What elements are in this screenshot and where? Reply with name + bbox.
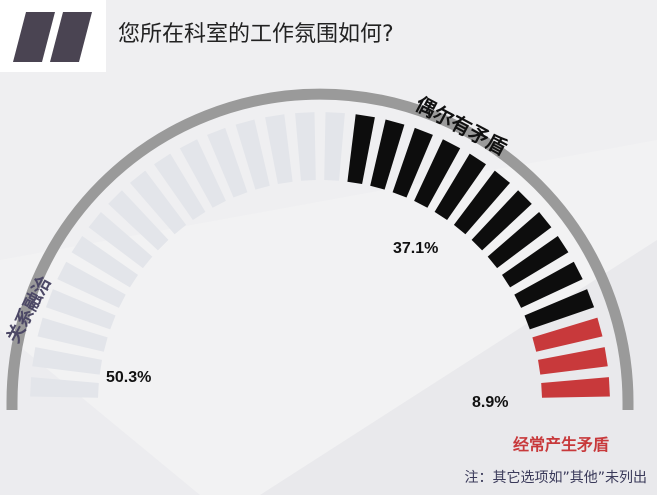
gauge-tick-偶尔有矛盾 (524, 289, 595, 330)
gauge-tick-偶尔有矛盾 (514, 261, 583, 308)
gauge-tick-偶尔有矛盾 (453, 170, 510, 235)
value-label-harmonious: 50.3% (106, 369, 152, 386)
gauge-tick-偶尔有矛盾 (414, 139, 461, 208)
gauge-tick-关系融洽 (37, 317, 108, 352)
gauge-tick-关系融洽 (179, 139, 226, 208)
gauge-tick-偶尔有矛盾 (434, 153, 486, 220)
gauge-tick-偶尔有矛盾 (487, 212, 552, 269)
gauge-tick-偶尔有矛盾 (471, 190, 532, 251)
gauge-tick-关系融洽 (295, 112, 316, 181)
gauge-tick-关系融洽 (235, 119, 270, 190)
gauge-ticks (30, 112, 610, 398)
gauge-tick-偶尔有矛盾 (502, 236, 569, 288)
value-label-occasional-conflict: 37.1% (393, 240, 439, 257)
gauge-tick-关系融洽 (45, 289, 116, 330)
page-title: 您所在科室的工作氛围如何? (118, 22, 394, 47)
gauge-tick-关系融洽 (265, 114, 293, 184)
gauge-tick-关系融洽 (30, 377, 99, 398)
gauge-tick-关系融洽 (154, 153, 206, 220)
quote-marks-logo (13, 12, 92, 62)
value-label-frequent-conflict: 8.9% (472, 394, 509, 411)
gauge-tick-经常产生矛盾 (538, 347, 608, 375)
footnote: 注：其它选项如”其他”未列出 (464, 470, 647, 486)
gauge-tick-经常产生矛盾 (541, 377, 610, 398)
gauge-tick-关系融洽 (57, 261, 126, 308)
gauge-tick-关系融洽 (130, 170, 187, 235)
gauge-tick-偶尔有矛盾 (392, 127, 433, 198)
gauge-tick-关系融洽 (108, 190, 169, 251)
gauge-tick-关系融洽 (324, 112, 345, 181)
gauge-tick-关系融洽 (71, 236, 138, 288)
gauge-tick-偶尔有矛盾 (370, 119, 405, 190)
gauge-tick-偶尔有矛盾 (347, 114, 375, 184)
gauge-tick-关系融洽 (88, 212, 153, 269)
gauge-tick-经常产生矛盾 (532, 317, 603, 352)
header-logo-box (0, 0, 106, 72)
gauge-outer-arc (6, 88, 634, 410)
gauge-tick-关系融洽 (32, 347, 103, 375)
label-frequent-conflict: 经常产生矛盾 (513, 435, 610, 454)
gauge-tick-关系融洽 (207, 127, 248, 198)
